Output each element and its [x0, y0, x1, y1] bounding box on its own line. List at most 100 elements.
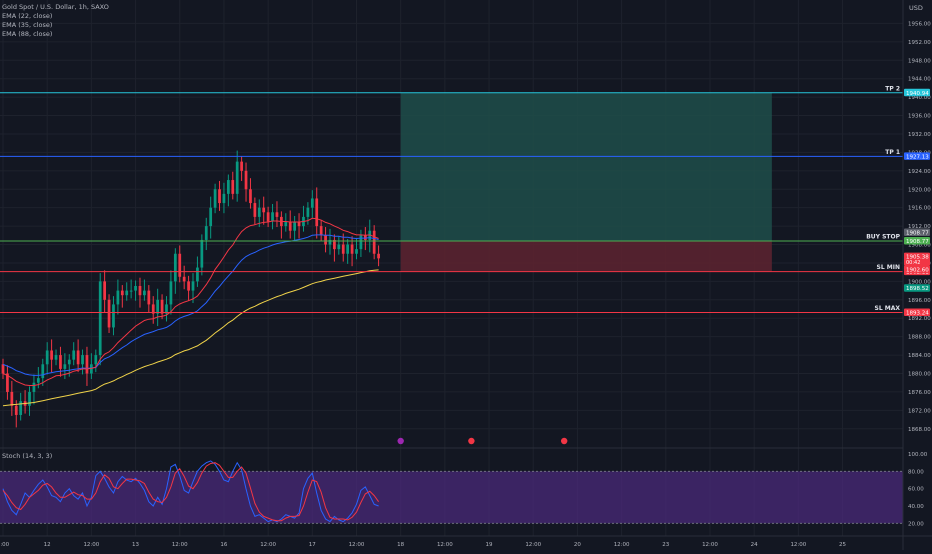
candle-body	[213, 189, 217, 208]
candle-body	[107, 299, 111, 328]
stoch-tick-label: 60.00	[908, 487, 924, 493]
candle-body	[350, 244, 354, 254]
level-price-tag-value: 1893.24	[906, 311, 929, 317]
candle-body	[306, 207, 310, 217]
candle-body	[160, 299, 164, 314]
time-tick-label: 12:00	[702, 542, 718, 548]
candle-body	[81, 355, 84, 365]
ema-88-line	[2, 269, 379, 407]
candle-body	[319, 226, 323, 236]
candle-body	[315, 198, 319, 227]
candle-body	[50, 350, 53, 360]
price-tag	[904, 228, 930, 237]
loss-zone	[400, 240, 772, 272]
stoch-band	[0, 471, 903, 524]
price-tick-label: 1956.00	[908, 21, 931, 27]
price-tick-label: 1872.00	[908, 408, 931, 414]
candle-body	[222, 193, 226, 204]
candle-body	[209, 207, 213, 227]
candle-body	[98, 281, 102, 356]
price-tick-label: 1948.00	[908, 58, 931, 64]
price-tag-value: 1898.52	[906, 286, 929, 292]
candle-body	[337, 244, 341, 250]
candle-body	[103, 281, 107, 300]
candle-body	[138, 285, 142, 296]
price-tick-label: 1940.00	[908, 95, 931, 101]
time-tick-label: 24	[751, 542, 758, 548]
price-tick-label: 1944.00	[908, 77, 931, 83]
candle-body	[372, 230, 376, 254]
level-price-tag	[904, 236, 930, 245]
candle-body	[257, 207, 261, 217]
level-price-tag-value: 1940.94	[906, 91, 929, 97]
candle-body	[271, 212, 274, 222]
candle-body	[45, 350, 49, 365]
level-price-tag	[904, 308, 930, 317]
event-marker-icon	[560, 437, 568, 445]
ema-35-legend[interactable]: EMA (35, close)	[2, 21, 53, 29]
candle-body	[147, 290, 151, 305]
candle-body	[359, 235, 363, 250]
time-tick-label: 12:00	[172, 542, 188, 548]
candle-body	[41, 364, 45, 379]
level-price-tag	[904, 152, 930, 160]
level-price-tag-value: 1927.13	[906, 154, 929, 160]
time-tick-label: 12	[44, 542, 51, 548]
candle-body	[36, 378, 40, 383]
candle-body	[173, 253, 177, 282]
level-label: TP 2	[885, 85, 900, 92]
candle-body	[72, 350, 76, 360]
candle-body	[253, 203, 257, 217]
candle-body	[200, 239, 204, 268]
event-marker-icon	[468, 437, 475, 445]
time-tick-label: 17	[309, 542, 316, 548]
time-tick-label: 12:00	[614, 542, 630, 548]
candle-body	[63, 364, 67, 369]
ema-22-legend[interactable]: EMA (22, close)	[2, 12, 53, 20]
stoch-tick-label: 100.00	[908, 452, 928, 458]
price-tick-label: 1884.00	[908, 353, 931, 359]
price-tick-label: 1920.00	[908, 187, 931, 193]
chart-legend: Gold Spot / U.S. Dollar, 1h, SAXO EMA (2…	[2, 3, 109, 39]
candle-body	[169, 281, 173, 305]
time-tick-label: 23	[662, 542, 669, 548]
candle-body	[112, 304, 115, 328]
stoch-legend[interactable]: Stoch (14, 3, 3)	[2, 452, 53, 460]
level-label: SL MIN	[877, 264, 900, 271]
stoch-tick-label: 80.00	[908, 469, 924, 475]
candle-body	[32, 382, 36, 392]
candle-body	[120, 290, 124, 296]
time-tick-label: 2:00	[0, 542, 10, 548]
price-tick-label: 1908.00	[908, 243, 931, 249]
event-marker-icon	[397, 437, 404, 445]
price-tick-label: 1888.00	[908, 335, 931, 341]
time-tick-label: 12:00	[790, 542, 806, 548]
level-price-tag-value: 1908.77	[906, 239, 929, 245]
candle-body	[377, 253, 380, 259]
candle-body	[235, 161, 239, 194]
time-tick-label: 13	[132, 542, 139, 548]
candle-body	[28, 391, 31, 406]
time-tick-label: 16	[220, 542, 227, 548]
stoch-tick-label: 40.00	[908, 504, 924, 510]
time-tick-label: 12:00	[437, 542, 453, 548]
symbol-title[interactable]: Gold Spot / U.S. Dollar, 1h, SAXO	[2, 3, 109, 11]
candle-body	[218, 189, 221, 204]
price-tick-label: 1892.00	[908, 316, 931, 322]
ema-35-line	[2, 234, 379, 376]
candle-body	[244, 170, 248, 190]
time-tick-label: 18	[397, 542, 404, 548]
candle-body	[226, 180, 230, 194]
candle-body	[240, 161, 243, 171]
price-tick-label: 1912.00	[908, 224, 931, 230]
time-tick-label: 12:00	[260, 542, 276, 548]
candle-body	[156, 299, 160, 314]
ema-88-legend[interactable]: EMA (88, close)	[2, 30, 53, 38]
candle-body	[54, 355, 58, 360]
price-tag-value: 1905.38	[906, 255, 929, 261]
candle-body	[151, 304, 155, 314]
candle-body	[231, 180, 235, 194]
candle-body	[328, 239, 332, 245]
